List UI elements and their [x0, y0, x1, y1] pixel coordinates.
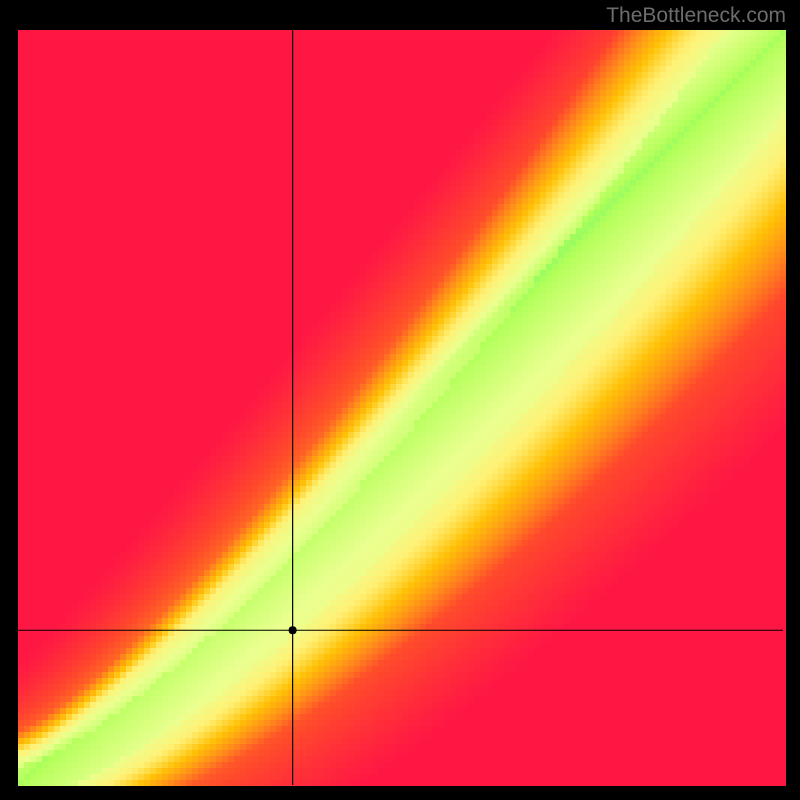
bottleneck-heatmap: [0, 0, 800, 800]
watermark-text: TheBottleneck.com: [606, 4, 786, 28]
chart-container: TheBottleneck.com: [0, 0, 800, 800]
